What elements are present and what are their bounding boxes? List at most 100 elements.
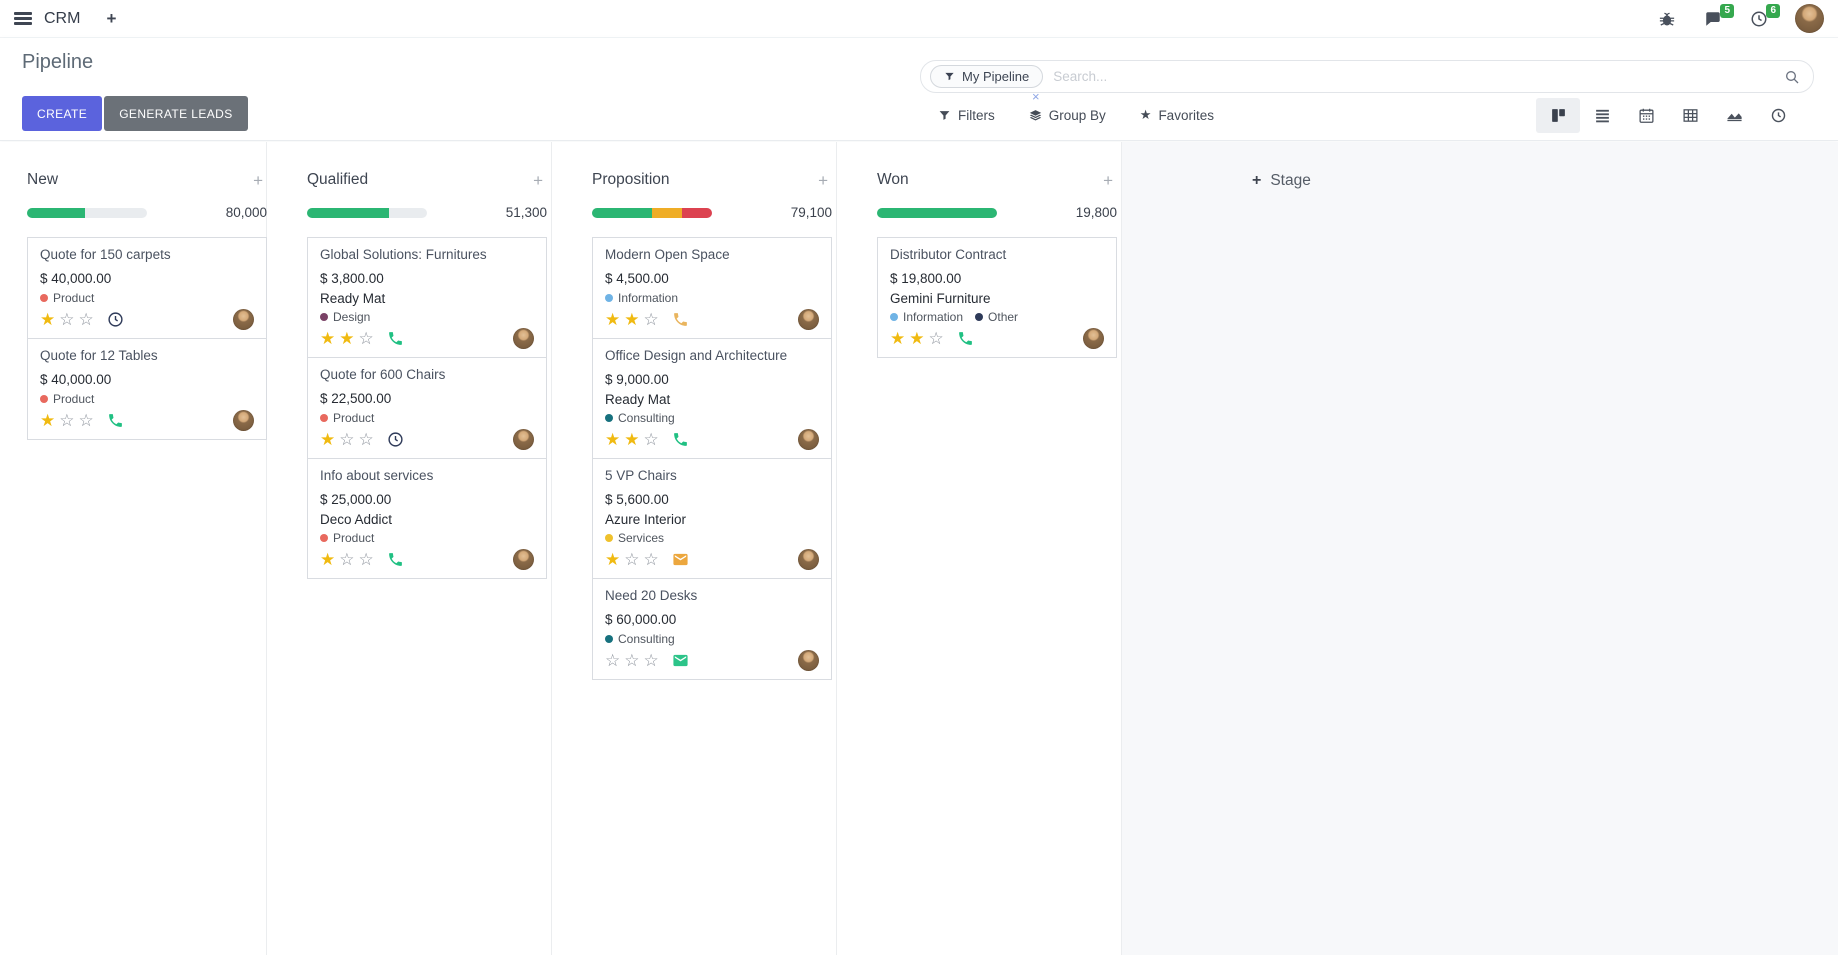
quick-create-plus-icon[interactable]: + [533, 170, 543, 190]
stage-progress-bar[interactable] [307, 207, 427, 218]
card-tag: Consulting [605, 411, 675, 425]
activity-status-icon[interactable] [672, 652, 689, 669]
facet-remove-icon[interactable]: × [1032, 89, 1040, 104]
graph-view-button[interactable] [1712, 98, 1756, 133]
kanban-card[interactable]: Quote for 12 Tables $ 40,000.00 Product … [27, 337, 267, 440]
user-avatar[interactable] [1795, 4, 1824, 33]
activity-status-icon[interactable] [107, 311, 124, 328]
messages-count-badge: 5 [1720, 3, 1734, 18]
stage-name: Proposition [592, 171, 670, 188]
priority-star-icon[interactable]: ★ [320, 549, 336, 570]
kanban-card[interactable]: Info about services $ 25,000.00 Deco Add… [307, 457, 547, 579]
priority-star-icon[interactable]: ★ [605, 549, 621, 570]
card-title: 5 VP Chairs [605, 467, 677, 483]
kanban-card[interactable]: Quote for 600 Chairs $ 22,500.00 Product… [307, 356, 547, 459]
search-icon[interactable] [1784, 69, 1800, 85]
priority-star-icon[interactable]: ☆ [643, 429, 659, 450]
activity-status-icon[interactable] [107, 412, 124, 429]
activities-clock-icon[interactable]: 6 [1749, 3, 1780, 29]
filters-button[interactable]: Filters [938, 108, 995, 123]
activity-status-icon[interactable] [387, 431, 404, 448]
search-input[interactable] [1053, 69, 1773, 84]
stage-progress-bar[interactable] [877, 207, 997, 218]
activity-status-icon[interactable] [672, 551, 689, 568]
salesperson-avatar [798, 429, 819, 451]
priority-star-icon[interactable]: ★ [624, 309, 640, 330]
activity-status-icon[interactable] [387, 330, 404, 347]
activity-status-icon[interactable] [387, 551, 404, 568]
search-box[interactable]: My Pipeline × [920, 60, 1814, 103]
priority-star-icon[interactable]: ☆ [643, 549, 659, 570]
priority-star-icon[interactable]: ★ [339, 328, 355, 349]
priority-star-icon[interactable]: ☆ [643, 650, 659, 671]
kanban-card[interactable]: Global Solutions: Furnitures $ 3,800.00 … [307, 237, 547, 358]
top-navbar: CRM + 5 6 [0, 0, 1838, 38]
priority-star-icon[interactable]: ☆ [59, 410, 75, 431]
favorites-button[interactable]: ★ Favorites [1140, 108, 1214, 123]
priority-star-icon[interactable]: ☆ [624, 650, 640, 671]
tag-dot [605, 293, 613, 302]
kanban-column-new: New + 80,000 Quote for 150 carpets $ 40,… [0, 142, 267, 955]
quick-create-plus-icon[interactable]: + [818, 170, 828, 190]
priority-star-icon[interactable]: ☆ [339, 549, 355, 570]
priority-star-icon[interactable]: ☆ [928, 328, 944, 349]
kanban-card[interactable]: Modern Open Space $ 4,500.00 Information… [592, 237, 832, 339]
card-tag: Consulting [605, 632, 675, 646]
card-title: Need 20 Desks [605, 587, 698, 603]
priority-star-icon[interactable]: ★ [40, 410, 56, 431]
search-facet-my-pipeline[interactable]: My Pipeline [930, 65, 1044, 88]
phone-activity-icon [388, 553, 402, 566]
app-title[interactable]: CRM [44, 9, 81, 27]
quick-create-plus-icon[interactable]: + [253, 170, 263, 190]
priority-star-icon[interactable]: ☆ [59, 309, 75, 330]
messages-icon[interactable]: 5 [1703, 3, 1734, 29]
priority-star-icon[interactable]: ★ [624, 429, 640, 450]
debug-bug-icon[interactable] [1657, 9, 1677, 29]
new-tab-plus-icon[interactable]: + [106, 8, 117, 28]
group-by-button[interactable]: Group By [1029, 108, 1106, 123]
stage-name: New [27, 171, 59, 188]
add-stage-button[interactable]: + Stage [1252, 172, 1311, 190]
priority-star-icon[interactable]: ★ [40, 309, 56, 330]
progress-segment [592, 207, 652, 218]
priority-star-icon[interactable]: ☆ [78, 309, 94, 330]
priority-star-icon[interactable]: ☆ [643, 309, 659, 330]
list-view-button[interactable] [1580, 98, 1624, 133]
activity-status-icon[interactable] [957, 330, 974, 347]
pivot-view-button[interactable] [1668, 98, 1712, 133]
kanban-card[interactable]: Distributor Contract $ 19,800.00 Gemini … [877, 237, 1117, 358]
stage-progress-bar[interactable] [27, 207, 147, 218]
priority-star-icon[interactable]: ★ [320, 429, 336, 450]
priority-star-icon[interactable]: ★ [890, 328, 906, 349]
card-tag: Product [40, 392, 94, 406]
kanban-card[interactable]: 5 VP Chairs $ 5,600.00 Azure Interior Se… [592, 457, 832, 579]
activities-count-badge: 6 [1766, 3, 1780, 18]
priority-star-icon[interactable]: ★ [320, 328, 336, 349]
kanban-card[interactable]: Office Design and Architecture $ 9,000.0… [592, 337, 832, 459]
card-title: Distributor Contract [890, 247, 1007, 262]
kanban-view-button[interactable] [1536, 98, 1580, 133]
activity-view-button[interactable] [1756, 98, 1800, 133]
quick-create-plus-icon[interactable]: + [1103, 170, 1113, 190]
priority-star-icon[interactable]: ★ [605, 429, 621, 450]
activity-status-icon[interactable] [672, 311, 689, 328]
calendar-view-button[interactable] [1624, 98, 1668, 133]
priority-star-icon[interactable]: ★ [605, 309, 621, 330]
priority-star-icon[interactable]: ★ [909, 328, 925, 349]
apps-menu-icon[interactable] [14, 12, 32, 25]
activity-status-icon[interactable] [672, 431, 689, 448]
tag-dot [975, 312, 984, 321]
priority-star-icon[interactable]: ☆ [358, 429, 374, 450]
priority-star-icon[interactable]: ☆ [358, 328, 374, 349]
priority-star-icon[interactable]: ☆ [624, 549, 640, 570]
stage-progress-bar[interactable] [592, 207, 712, 218]
priority-star-icon[interactable]: ☆ [605, 650, 621, 671]
priority-star-icon[interactable]: ☆ [78, 410, 94, 431]
create-button[interactable]: CREATE [22, 96, 103, 131]
kanban-card[interactable]: Need 20 Desks $ 60,000.00 Consulting ☆ ☆ ☆ [592, 577, 832, 680]
priority-star-icon[interactable]: ☆ [339, 429, 355, 450]
generate-leads-button[interactable]: GENERATE LEADS [104, 96, 248, 131]
priority-star-icon[interactable]: ☆ [358, 549, 374, 570]
kanban-card[interactable]: Quote for 150 carpets $ 40,000.00 Produc… [27, 237, 267, 339]
clock-activity-icon [108, 312, 123, 327]
